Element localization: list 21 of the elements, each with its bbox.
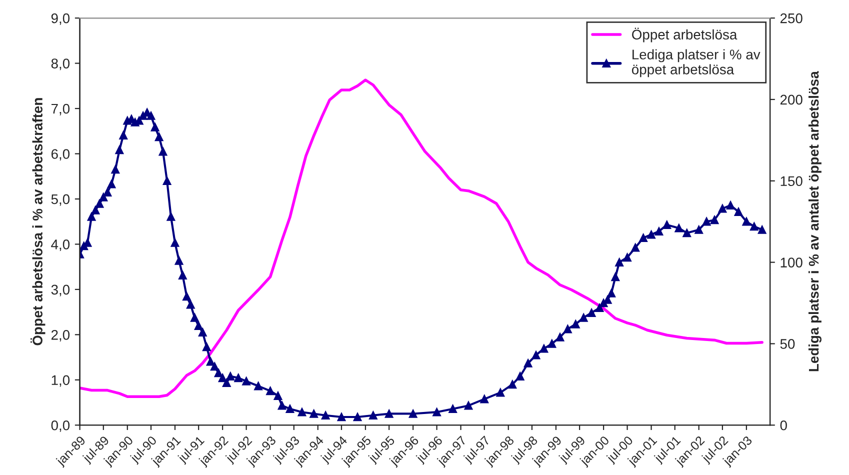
y-tick-label: 3,0	[51, 284, 70, 296]
legend-label: Lediga platser i % av öppet arbetslösa	[632, 49, 760, 78]
y-tick-label: 7,0	[51, 104, 70, 116]
y-axis-title: Öppet arbetslösa i % av arbetskraften	[30, 98, 46, 346]
y2-axis-title: Lediga platser i % av antalet öppet arbetslösa	[808, 70, 822, 372]
y2-tick-label: 100	[780, 258, 802, 268]
y-tick-label: 5,0	[51, 194, 70, 206]
y2-tick-label: 0	[780, 420, 787, 430]
y-tick-label: 8,0	[51, 58, 70, 70]
line-series	[80, 78, 764, 398]
legend-label: Öppet arbetslösa	[632, 28, 738, 42]
y2-tick-label: 200	[780, 94, 802, 105]
y2-tick-label: 150	[780, 176, 802, 186]
y-tick-label: 0,0	[51, 420, 70, 432]
y-tick-label: 1,0	[52, 375, 70, 387]
y2-tick-label: 50	[780, 339, 795, 349]
y-tick-label: 4,0	[51, 240, 70, 252]
y2-tick-label: 250	[780, 13, 802, 24]
y-tick-label: 9,0	[51, 13, 70, 25]
y-tick-label: 2,0	[51, 330, 70, 342]
y-tick-label: 6,0	[51, 149, 70, 161]
